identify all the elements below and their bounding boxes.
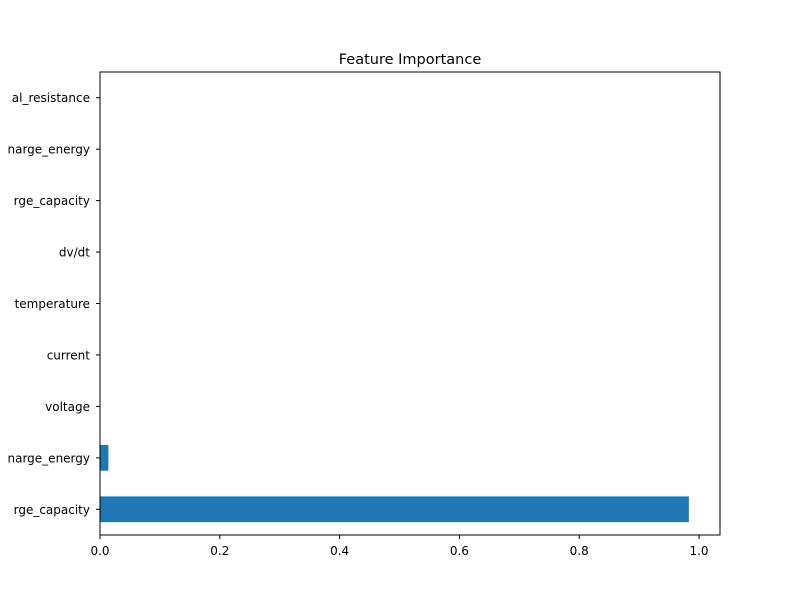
x-tick-label: 1.0 [689, 544, 708, 558]
x-tick-label: 0.0 [90, 544, 109, 558]
y-tick-label: rge_capacity [14, 503, 90, 517]
y-tick-label: narge_energy [8, 451, 91, 465]
x-axis: 0.0 0.2 0.4 0.6 0.8 1.0 [90, 535, 709, 558]
bar [100, 444, 109, 471]
y-tick-label: current [47, 348, 91, 362]
x-tick-label: 0.6 [450, 544, 469, 558]
y-tick-label: dv/dt [59, 246, 90, 260]
y-axis: rge_capacitynarge_energyvoltagecurrentte… [8, 91, 100, 517]
x-tick-label: 0.8 [570, 544, 589, 558]
bar [100, 496, 689, 523]
y-tick-label: al_resistance [12, 91, 90, 105]
chart-title: Feature Importance [339, 52, 482, 68]
plot-area-frame [99, 71, 721, 536]
y-tick-label: rge_capacity [14, 194, 90, 208]
y-tick-label: temperature [15, 297, 90, 311]
x-tick-label: 0.2 [210, 544, 229, 558]
bars-layer [100, 444, 689, 523]
x-tick-label: 0.4 [330, 544, 349, 558]
y-tick-label: voltage [45, 400, 90, 414]
y-tick-label: narge_energy [8, 143, 91, 157]
